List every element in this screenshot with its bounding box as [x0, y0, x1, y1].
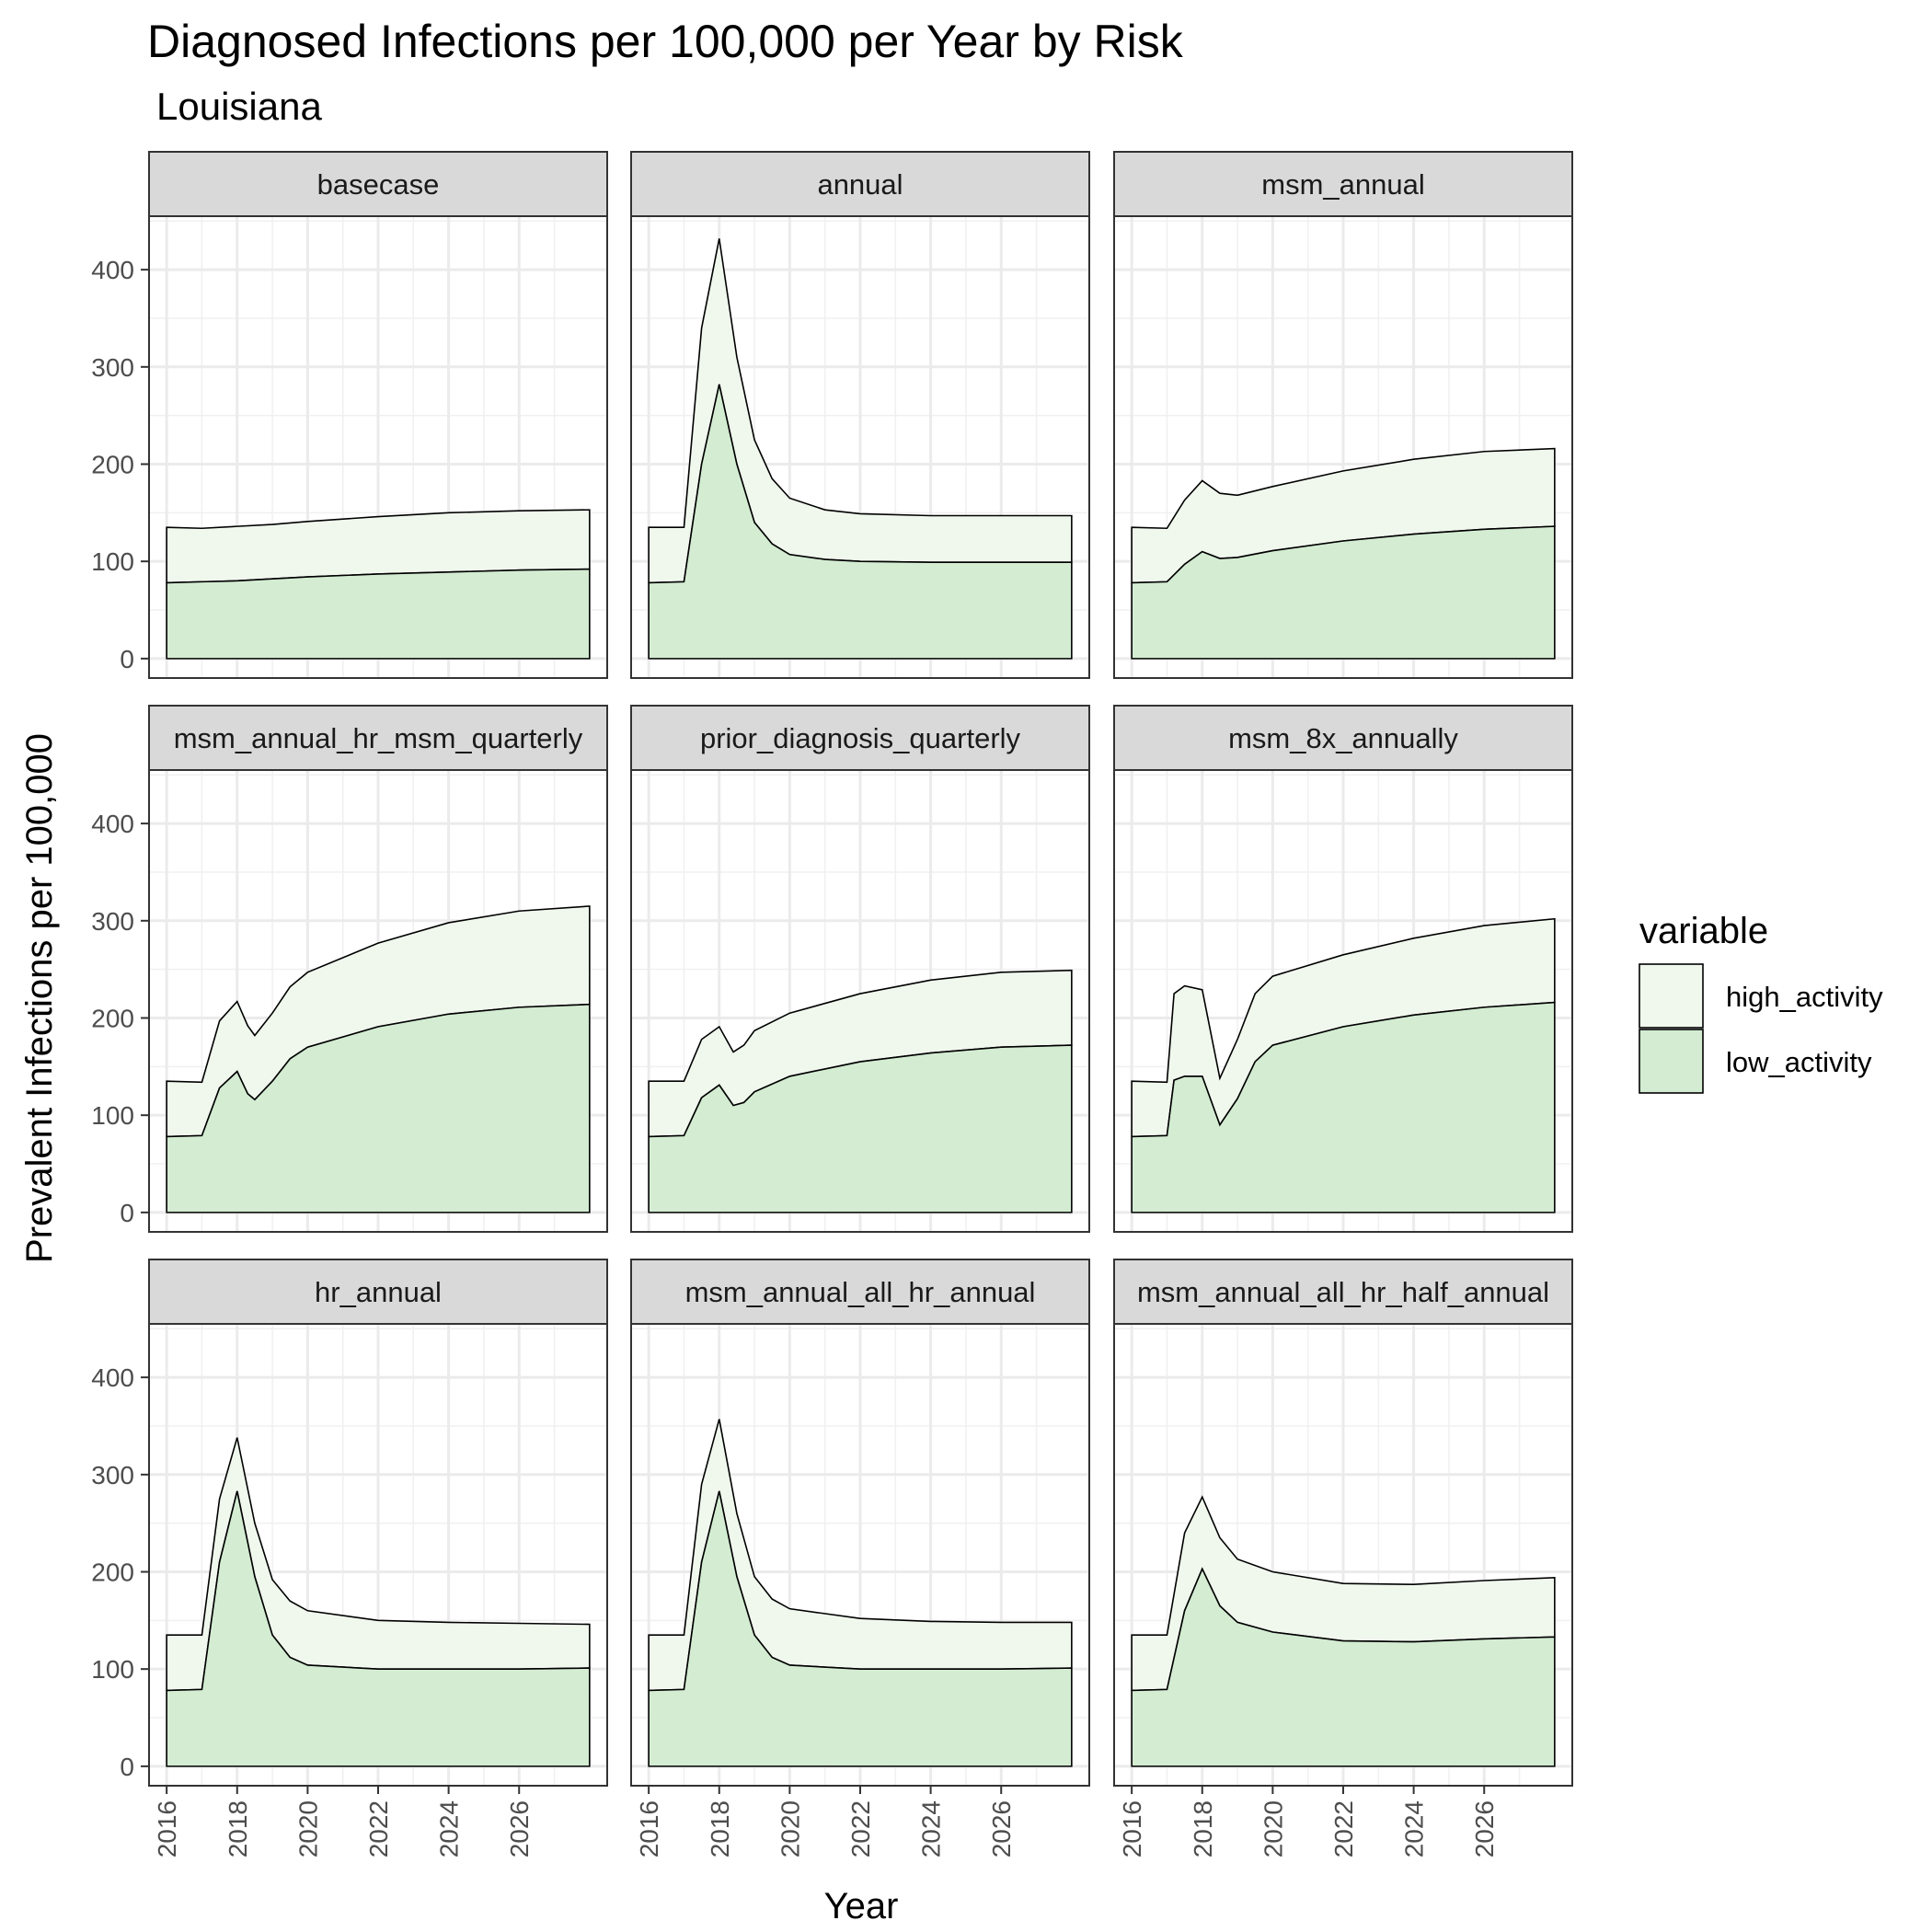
area-low-activity: [648, 1044, 1073, 1213]
area-low-activity: [166, 1003, 591, 1213]
legend-item-high_activity: high_activity: [1639, 963, 1883, 1029]
y-tick-label: 400: [91, 810, 134, 838]
y-axis: 0 100 200 300 400: [91, 1363, 149, 1781]
facet-panel-prior_diagnosis_quarterly: prior_diagnosis_quarterly: [630, 705, 1090, 1233]
strip-background: [148, 151, 608, 217]
y-axis: 0 100 200 300 400: [91, 810, 149, 1227]
facet-strip-label: msm_annual_hr_msm_quarterly: [174, 722, 583, 754]
x-axis: 2016 2018 2020 2022 2024 2026: [635, 1786, 1016, 1857]
legend-item-low_activity: low_activity: [1639, 1029, 1872, 1094]
area-low-activity: [648, 384, 1073, 660]
strip-background: [1113, 1259, 1573, 1325]
area-low-activity: [648, 1490, 1073, 1767]
x-tick-label: 2024: [435, 1800, 464, 1857]
facet-strip: msm_annual_all_hr_half_annual: [1113, 1259, 1573, 1325]
facet-panel-msm_annual: msm_annual: [1113, 151, 1573, 679]
y-tick-label: 100: [91, 547, 134, 576]
y-tick-label: 300: [91, 907, 134, 936]
facet-strip: msm_annual_hr_msm_quarterly: [148, 705, 608, 771]
facet-panel-msm_annual_hr_msm_quarterly: msm_annual_hr_msm_quarterly 0 100 200 300 400: [91, 705, 608, 1233]
strip-background: [630, 151, 1090, 217]
x-tick-label: 2026: [987, 1800, 1016, 1857]
facet-strip-label: prior_diagnosis_quarterly: [700, 722, 1021, 754]
strip-background: [1113, 151, 1573, 217]
y-tick-label: 200: [91, 1558, 134, 1586]
chart-title: Diagnosed Infections per 100,000 per Yea…: [147, 16, 1184, 67]
x-tick-label: 2026: [1470, 1800, 1499, 1857]
x-tick-label: 2022: [364, 1800, 393, 1857]
area-low-activity: [1131, 1001, 1556, 1213]
facet-panels: basecase 0 100 200 300 400 annual msm_annualmsm…: [91, 151, 1573, 1857]
legend-key: [1639, 1029, 1704, 1094]
y-axis: 0 100 200 300 400: [91, 256, 149, 673]
facet-strip: msm_annual: [1113, 151, 1573, 217]
strip-background: [630, 705, 1090, 771]
strip-background: [630, 1259, 1090, 1325]
y-tick-label: 0: [120, 1753, 134, 1781]
facet-strip: msm_annual_all_hr_annual: [630, 1259, 1090, 1325]
y-tick-label: 400: [91, 256, 134, 284]
x-tick-label: 2020: [1259, 1800, 1287, 1857]
facet-strip-label: msm_annual_all_hr_half_annual: [1137, 1276, 1549, 1308]
x-tick-label: 2024: [917, 1800, 946, 1857]
legend-title: variable: [1639, 911, 1768, 951]
strip-background: [148, 705, 608, 771]
y-tick-label: 200: [91, 1004, 134, 1032]
strip-background: [148, 1259, 608, 1325]
x-tick-label: 2018: [706, 1800, 734, 1857]
x-tick-label: 2022: [1329, 1800, 1358, 1857]
facet-strip-label: hr_annual: [315, 1276, 442, 1308]
area-low-activity: [166, 1490, 591, 1767]
facet-strip: basecase: [148, 151, 608, 217]
x-tick-label: 2026: [505, 1800, 534, 1857]
chart-subtitle: Louisiana: [156, 85, 322, 128]
y-tick-label: 100: [91, 1101, 134, 1130]
facet-strip: hr_annual: [148, 1259, 608, 1325]
facet-panel-msm_8x_annually: msm_8x_annually: [1113, 705, 1573, 1233]
x-axis: 2016 2018 2020 2022 2024 2026: [153, 1786, 534, 1857]
facet-panel-msm_annual_all_hr_half_annual: msm_annual_all_hr_half_annual 2016 2018 202…: [1113, 1259, 1573, 1857]
facet-strip-label: msm_annual_all_hr_annual: [685, 1276, 1036, 1308]
x-tick-label: 2016: [1118, 1800, 1146, 1857]
y-tick-label: 300: [91, 1461, 134, 1489]
legend-label: low_activity: [1726, 1046, 1872, 1078]
facet-panel-annual: annual: [630, 151, 1090, 679]
y-tick-label: 100: [91, 1655, 134, 1684]
x-tick-label: 2018: [224, 1800, 252, 1857]
x-tick-label: 2020: [293, 1800, 322, 1857]
legend-label: high_activity: [1726, 981, 1883, 1013]
y-tick-label: 400: [91, 1363, 134, 1392]
strip-background: [1113, 705, 1573, 771]
area-low-activity: [166, 568, 591, 660]
legend: variable high_activity low_activity: [1639, 911, 1883, 1094]
legend-key: [1639, 963, 1704, 1029]
y-tick-label: 200: [91, 450, 134, 478]
x-tick-label: 2020: [776, 1800, 804, 1857]
facet-strip-label: annual: [817, 168, 903, 201]
facet-strip: msm_8x_annually: [1113, 705, 1573, 771]
y-tick-label: 300: [91, 353, 134, 382]
facet-panel-msm_annual_all_hr_annual: msm_annual_all_hr_annual 2016 2018 2020 2022…: [630, 1259, 1090, 1857]
x-tick-label: 2018: [1189, 1800, 1217, 1857]
x-tick-label: 2016: [153, 1800, 181, 1857]
facet-panel-basecase: basecase 0 100 200 300 400: [91, 151, 608, 679]
facet-strip: prior_diagnosis_quarterly: [630, 705, 1090, 771]
facet-strip-label: basecase: [317, 168, 440, 201]
area-low-activity: [1131, 1567, 1556, 1767]
y-tick-label: 0: [120, 645, 134, 673]
y-axis-title: Prevalent Infections per 100,000: [19, 733, 60, 1263]
x-tick-label: 2024: [1400, 1800, 1429, 1857]
x-tick-label: 2022: [846, 1800, 875, 1857]
area-low-activity: [1131, 525, 1556, 660]
facet-strip: annual: [630, 151, 1090, 217]
y-tick-label: 0: [120, 1199, 134, 1227]
x-axis-title: Year: [824, 1886, 899, 1926]
facet-strip-label: msm_annual: [1261, 168, 1424, 201]
facet-strip-label: msm_8x_annually: [1228, 722, 1458, 754]
x-tick-label: 2016: [635, 1800, 663, 1857]
x-axis: 2016 2018 2020 2022 2024 2026: [1118, 1786, 1499, 1857]
